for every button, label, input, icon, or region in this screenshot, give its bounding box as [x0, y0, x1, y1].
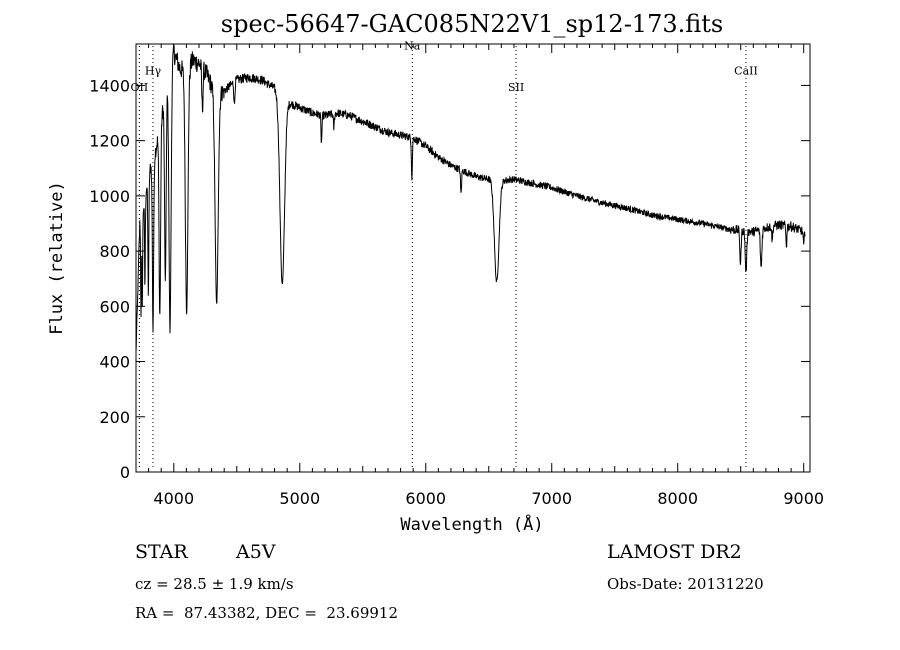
x-tick-label: 9000 — [783, 489, 824, 508]
x-tick-label: 5000 — [279, 489, 320, 508]
redshift-cz: cz = 28.5 ± 1.9 km/s — [135, 575, 294, 593]
spectrum-line — [135, 44, 806, 353]
y-tick-label: 800 — [99, 242, 130, 261]
x-axis-label: Wavelength (Å) — [400, 513, 543, 535]
y-axis-ticks: 0 200 400 600 800 1000 1200 1400 — [89, 76, 810, 482]
plot-frame — [135, 43, 811, 473]
subclass: A5V — [236, 541, 276, 563]
y-tick-label: 1000 — [89, 187, 130, 206]
line-marker-label: Hγ — [145, 64, 162, 77]
y-tick-label: 600 — [99, 297, 130, 316]
observation-date: Obs-Date: 20131220 — [607, 575, 764, 593]
line-marker-label: SII — [508, 81, 524, 94]
line-marker-label: OII — [131, 81, 149, 94]
y-tick-label: 0 — [120, 463, 130, 482]
survey-name: LAMOST DR2 — [607, 541, 742, 563]
y-axis-label: Flux (relative) — [47, 181, 67, 335]
y-tick-label: 1200 — [89, 132, 130, 151]
line-marker-label: CaII — [734, 64, 758, 77]
x-axis-ticks: 4000 5000 6000 7000 8000 9000 — [148, 44, 824, 508]
line-marker-label: Na — [404, 40, 421, 53]
x-tick-label: 4000 — [153, 489, 194, 508]
object-class: STAR — [135, 541, 188, 563]
y-tick-label: 200 — [99, 408, 130, 427]
y-tick-label: 1400 — [89, 76, 130, 95]
x-tick-label: 6000 — [405, 489, 446, 508]
x-tick-label: 7000 — [531, 489, 572, 508]
spectral-line-markers: OII Hγ Na SII CaII — [131, 40, 758, 470]
x-tick-label: 8000 — [657, 489, 698, 508]
coordinates: RA = 87.43382, DEC = 23.69912 — [135, 604, 399, 622]
y-tick-label: 400 — [99, 353, 130, 372]
chart-title: spec-56647-GAC085N22V1_sp12-173.fits — [221, 10, 723, 38]
